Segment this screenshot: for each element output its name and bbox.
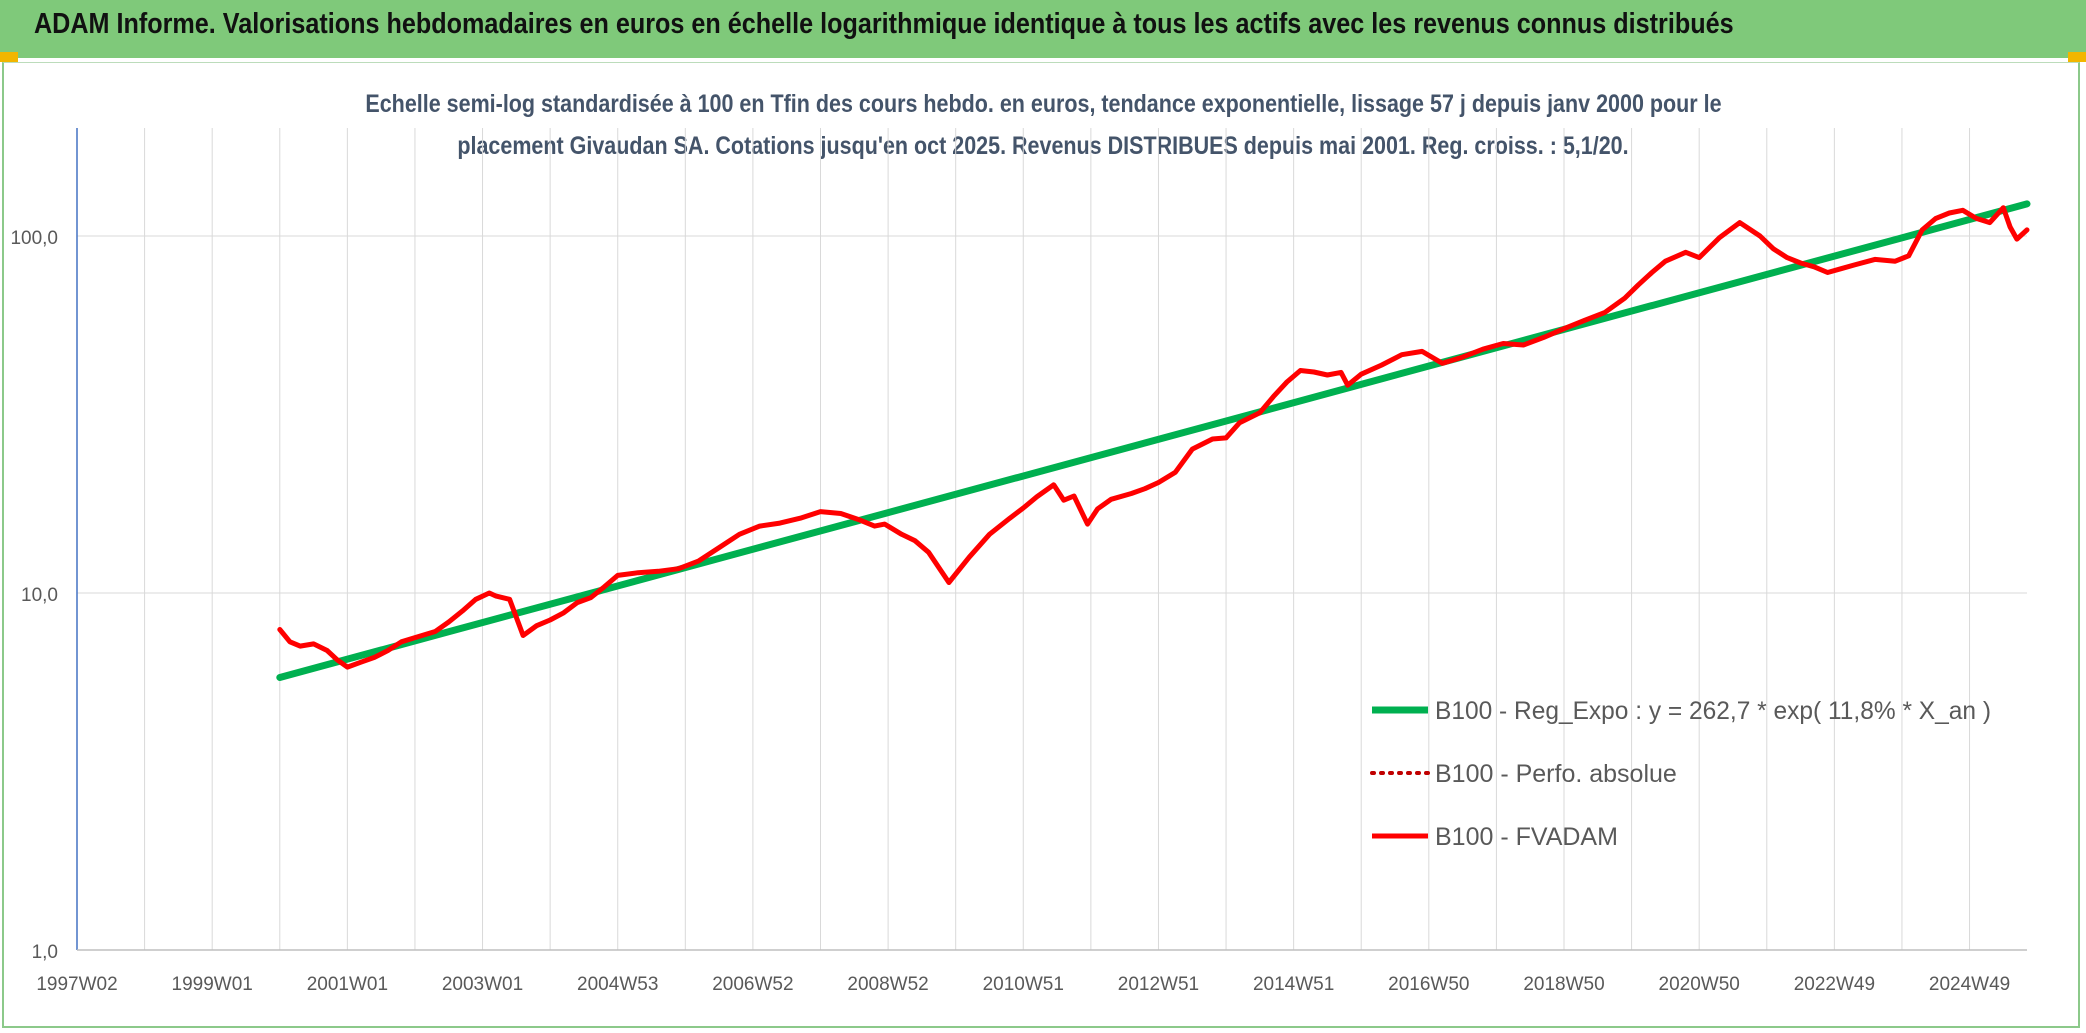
x-tick-label: 2022W49 [1794, 974, 1875, 995]
x-tick-label: 2012W51 [1118, 974, 1199, 995]
y-tick-label: 10,0 [21, 585, 58, 606]
legend-label: B100 - Reg_Expo : y = 262,7 * exp( 11,8%… [1435, 697, 1991, 725]
x-tick-label: 2010W51 [983, 974, 1064, 995]
axes [76, 128, 2027, 951]
x-tick-label: 2004W53 [577, 974, 658, 995]
y-tick-label: 1,0 [32, 942, 58, 963]
grid-lines [76, 128, 2027, 951]
chart-frame [2, 62, 2080, 1028]
x-tick-label: 2006W52 [712, 974, 793, 995]
legend-label: B100 - Perfo. absolue [1435, 760, 1677, 788]
x-tick-label: 2024W49 [1929, 974, 2010, 995]
legend: B100 - Reg_Expo : y = 262,7 * exp( 11,8%… [1370, 697, 1991, 851]
x-tick-label: 1997W02 [36, 974, 117, 995]
x-tick-label: 2014W51 [1253, 974, 1334, 995]
x-tick-label: 2001W01 [307, 974, 388, 995]
chart-subtitle-line-2: placement Givaudan SA. Cotations jusqu'e… [457, 132, 1629, 160]
x-tick-label: 2018W50 [1523, 974, 1604, 995]
legend-label: B100 - FVADAM [1435, 823, 1618, 851]
chart-subtitle-line-1: Echelle semi-log standardisée à 100 en T… [364, 90, 1722, 118]
corner-mark-left [0, 52, 18, 62]
x-tick-label: 1999W01 [172, 974, 253, 995]
x-tick-label: 2003W01 [442, 974, 523, 995]
series-line-2 [277, 205, 2030, 670]
x-tick-label: 2020W50 [1659, 974, 1740, 995]
tick-labels: 1,0 10,0 100,0 1997W02 1999W01 2001W01 2003W01… [10, 228, 2010, 995]
x-tick-label: 2008W52 [847, 974, 928, 995]
title-banner: ADAM Informe. Valorisations hebdomadaire… [0, 0, 2086, 58]
corner-mark-right [2068, 52, 2086, 62]
plot-area [276, 200, 2031, 681]
page-title: ADAM Informe. Valorisations hebdomadaire… [34, 8, 1734, 40]
y-tick-label: 100,0 [10, 228, 58, 249]
series-line-0 [276, 200, 2031, 681]
x-tick-label: 2016W50 [1388, 974, 1469, 995]
